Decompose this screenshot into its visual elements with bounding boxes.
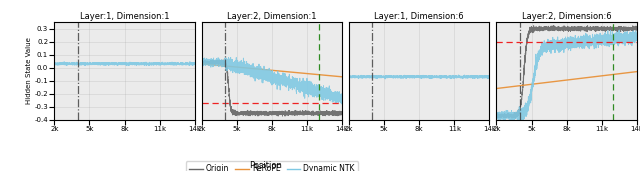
Title: Layer:2, Dimension:1: Layer:2, Dimension:1 [227,12,317,21]
Title: Layer:1, Dimension:6: Layer:1, Dimension:6 [374,12,464,21]
Text: Position: Position [249,161,282,170]
Legend: Origin, ReRoPE, Dynamic NTK: Origin, ReRoPE, Dynamic NTK [186,161,358,171]
Title: Layer:1, Dimension:1: Layer:1, Dimension:1 [80,12,170,21]
Title: Layer:2, Dimension:6: Layer:2, Dimension:6 [522,12,611,21]
Y-axis label: Hidden State Value: Hidden State Value [26,37,31,104]
